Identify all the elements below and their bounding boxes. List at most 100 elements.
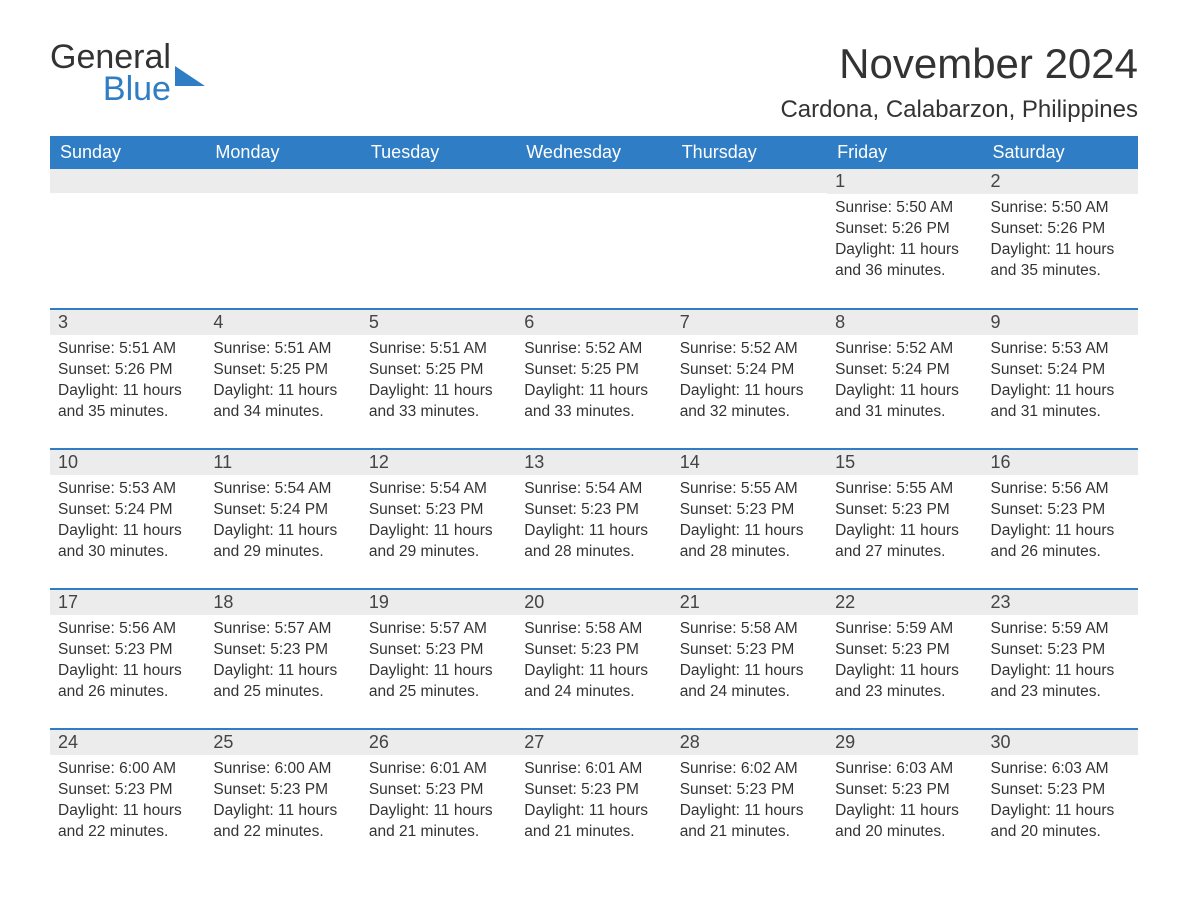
sunrise-text: Sunrise: 5:52 AM bbox=[680, 339, 819, 360]
sunrise-text: Sunrise: 5:51 AM bbox=[369, 339, 508, 360]
day-number: 14 bbox=[672, 450, 827, 475]
calendar-day-cell: 12Sunrise: 5:54 AMSunset: 5:23 PMDayligh… bbox=[361, 449, 516, 589]
day-header: Saturday bbox=[983, 136, 1138, 169]
sunset-text: Sunset: 5:23 PM bbox=[991, 500, 1130, 521]
day-content: Sunrise: 5:56 AMSunset: 5:23 PMDaylight:… bbox=[50, 615, 205, 715]
day-content: Sunrise: 5:55 AMSunset: 5:23 PMDaylight:… bbox=[827, 475, 982, 575]
day-number: 8 bbox=[827, 310, 982, 335]
day-header-row: Sunday Monday Tuesday Wednesday Thursday… bbox=[50, 136, 1138, 169]
day-content: Sunrise: 5:51 AMSunset: 5:25 PMDaylight:… bbox=[361, 335, 516, 435]
sunset-text: Sunset: 5:26 PM bbox=[835, 219, 974, 240]
calendar-day-cell: 6Sunrise: 5:52 AMSunset: 5:25 PMDaylight… bbox=[516, 309, 671, 449]
day-content: Sunrise: 5:50 AMSunset: 5:26 PMDaylight:… bbox=[983, 194, 1138, 294]
calendar-day-cell bbox=[516, 169, 671, 309]
daylight-text: Daylight: 11 hours and 32 minutes. bbox=[680, 381, 819, 423]
day-number: 10 bbox=[50, 450, 205, 475]
day-number: 9 bbox=[983, 310, 1138, 335]
sunrise-text: Sunrise: 5:50 AM bbox=[835, 198, 974, 219]
day-number: 20 bbox=[516, 590, 671, 615]
calendar-day-cell: 27Sunrise: 6:01 AMSunset: 5:23 PMDayligh… bbox=[516, 729, 671, 869]
sunrise-text: Sunrise: 6:01 AM bbox=[369, 759, 508, 780]
calendar-day-cell: 26Sunrise: 6:01 AMSunset: 5:23 PMDayligh… bbox=[361, 729, 516, 869]
calendar-day-cell: 8Sunrise: 5:52 AMSunset: 5:24 PMDaylight… bbox=[827, 309, 982, 449]
day-number bbox=[361, 169, 516, 193]
sunset-text: Sunset: 5:24 PM bbox=[213, 500, 352, 521]
sunset-text: Sunset: 5:25 PM bbox=[213, 360, 352, 381]
day-number bbox=[50, 169, 205, 193]
day-number: 6 bbox=[516, 310, 671, 335]
daylight-text: Daylight: 11 hours and 30 minutes. bbox=[58, 521, 197, 563]
calendar-day-cell: 5Sunrise: 5:51 AMSunset: 5:25 PMDaylight… bbox=[361, 309, 516, 449]
calendar-day-cell: 28Sunrise: 6:02 AMSunset: 5:23 PMDayligh… bbox=[672, 729, 827, 869]
day-content: Sunrise: 5:57 AMSunset: 5:23 PMDaylight:… bbox=[361, 615, 516, 715]
daylight-text: Daylight: 11 hours and 29 minutes. bbox=[213, 521, 352, 563]
day-content: Sunrise: 5:53 AMSunset: 5:24 PMDaylight:… bbox=[983, 335, 1138, 435]
day-content: Sunrise: 5:59 AMSunset: 5:23 PMDaylight:… bbox=[827, 615, 982, 715]
daylight-text: Daylight: 11 hours and 29 minutes. bbox=[369, 521, 508, 563]
calendar-day-cell: 19Sunrise: 5:57 AMSunset: 5:23 PMDayligh… bbox=[361, 589, 516, 729]
sunset-text: Sunset: 5:23 PM bbox=[680, 780, 819, 801]
month-title: November 2024 bbox=[780, 40, 1138, 88]
calendar-week-row: 10Sunrise: 5:53 AMSunset: 5:24 PMDayligh… bbox=[50, 449, 1138, 589]
calendar-day-cell: 25Sunrise: 6:00 AMSunset: 5:23 PMDayligh… bbox=[205, 729, 360, 869]
day-number: 30 bbox=[983, 730, 1138, 755]
daylight-text: Daylight: 11 hours and 23 minutes. bbox=[991, 661, 1130, 703]
daylight-text: Daylight: 11 hours and 20 minutes. bbox=[835, 801, 974, 843]
day-header: Monday bbox=[205, 136, 360, 169]
calendar-day-cell: 20Sunrise: 5:58 AMSunset: 5:23 PMDayligh… bbox=[516, 589, 671, 729]
calendar-day-cell: 1 Sunrise: 5:50 AMSunset: 5:26 PMDaylight… bbox=[827, 169, 982, 309]
sunset-text: Sunset: 5:23 PM bbox=[991, 780, 1130, 801]
sunrise-text: Sunrise: 5:56 AM bbox=[991, 479, 1130, 500]
day-number: 16 bbox=[983, 450, 1138, 475]
daylight-text: Daylight: 11 hours and 28 minutes. bbox=[680, 521, 819, 563]
sunrise-text: Sunrise: 5:58 AM bbox=[680, 619, 819, 640]
calendar-day-cell: 10Sunrise: 5:53 AMSunset: 5:24 PMDayligh… bbox=[50, 449, 205, 589]
daylight-text: Daylight: 11 hours and 27 minutes. bbox=[835, 521, 974, 563]
sunset-text: Sunset: 5:24 PM bbox=[991, 360, 1130, 381]
calendar-day-cell: 23Sunrise: 5:59 AMSunset: 5:23 PMDayligh… bbox=[983, 589, 1138, 729]
sunset-text: Sunset: 5:26 PM bbox=[991, 219, 1130, 240]
calendar-day-cell: 13Sunrise: 5:54 AMSunset: 5:23 PMDayligh… bbox=[516, 449, 671, 589]
day-number: 12 bbox=[361, 450, 516, 475]
calendar-day-cell: 24Sunrise: 6:00 AMSunset: 5:23 PMDayligh… bbox=[50, 729, 205, 869]
calendar-day-cell: 15Sunrise: 5:55 AMSunset: 5:23 PMDayligh… bbox=[827, 449, 982, 589]
sunrise-text: Sunrise: 6:03 AM bbox=[991, 759, 1130, 780]
header: General Blue November 2024 Cardona, Cala… bbox=[50, 40, 1138, 136]
sunset-text: Sunset: 5:23 PM bbox=[524, 640, 663, 661]
sunrise-text: Sunrise: 5:52 AM bbox=[524, 339, 663, 360]
day-content: Sunrise: 5:51 AMSunset: 5:25 PMDaylight:… bbox=[205, 335, 360, 435]
day-content: Sunrise: 6:01 AMSunset: 5:23 PMDaylight:… bbox=[516, 755, 671, 855]
sunrise-text: Sunrise: 5:57 AM bbox=[213, 619, 352, 640]
day-header: Tuesday bbox=[361, 136, 516, 169]
calendar-week-row: 24Sunrise: 6:00 AMSunset: 5:23 PMDayligh… bbox=[50, 729, 1138, 869]
day-content: Sunrise: 6:03 AMSunset: 5:23 PMDaylight:… bbox=[827, 755, 982, 855]
day-content: Sunrise: 5:51 AMSunset: 5:26 PMDaylight:… bbox=[50, 335, 205, 435]
daylight-text: Daylight: 11 hours and 31 minutes. bbox=[991, 381, 1130, 423]
sunrise-text: Sunrise: 5:55 AM bbox=[680, 479, 819, 500]
day-number: 4 bbox=[205, 310, 360, 335]
calendar-day-cell: 4Sunrise: 5:51 AMSunset: 5:25 PMDaylight… bbox=[205, 309, 360, 449]
day-number: 29 bbox=[827, 730, 982, 755]
sunset-text: Sunset: 5:25 PM bbox=[369, 360, 508, 381]
day-number: 24 bbox=[50, 730, 205, 755]
calendar-week-row: 17Sunrise: 5:56 AMSunset: 5:23 PMDayligh… bbox=[50, 589, 1138, 729]
calendar-day-cell: 29Sunrise: 6:03 AMSunset: 5:23 PMDayligh… bbox=[827, 729, 982, 869]
sunrise-text: Sunrise: 5:57 AM bbox=[369, 619, 508, 640]
sunset-text: Sunset: 5:24 PM bbox=[835, 360, 974, 381]
daylight-text: Daylight: 11 hours and 23 minutes. bbox=[835, 661, 974, 703]
sunrise-text: Sunrise: 5:54 AM bbox=[369, 479, 508, 500]
day-number: 1 bbox=[827, 169, 982, 194]
sunrise-text: Sunrise: 6:03 AM bbox=[835, 759, 974, 780]
sunset-text: Sunset: 5:23 PM bbox=[835, 780, 974, 801]
day-content: Sunrise: 5:52 AMSunset: 5:24 PMDaylight:… bbox=[827, 335, 982, 435]
daylight-text: Daylight: 11 hours and 22 minutes. bbox=[58, 801, 197, 843]
sunset-text: Sunset: 5:24 PM bbox=[680, 360, 819, 381]
daylight-text: Daylight: 11 hours and 26 minutes. bbox=[991, 521, 1130, 563]
calendar-table: Sunday Monday Tuesday Wednesday Thursday… bbox=[50, 136, 1138, 869]
day-number: 11 bbox=[205, 450, 360, 475]
sunrise-text: Sunrise: 5:51 AM bbox=[213, 339, 352, 360]
daylight-text: Daylight: 11 hours and 36 minutes. bbox=[835, 240, 974, 282]
sunrise-text: Sunrise: 5:59 AM bbox=[991, 619, 1130, 640]
calendar-day-cell bbox=[50, 169, 205, 309]
daylight-text: Daylight: 11 hours and 25 minutes. bbox=[213, 661, 352, 703]
